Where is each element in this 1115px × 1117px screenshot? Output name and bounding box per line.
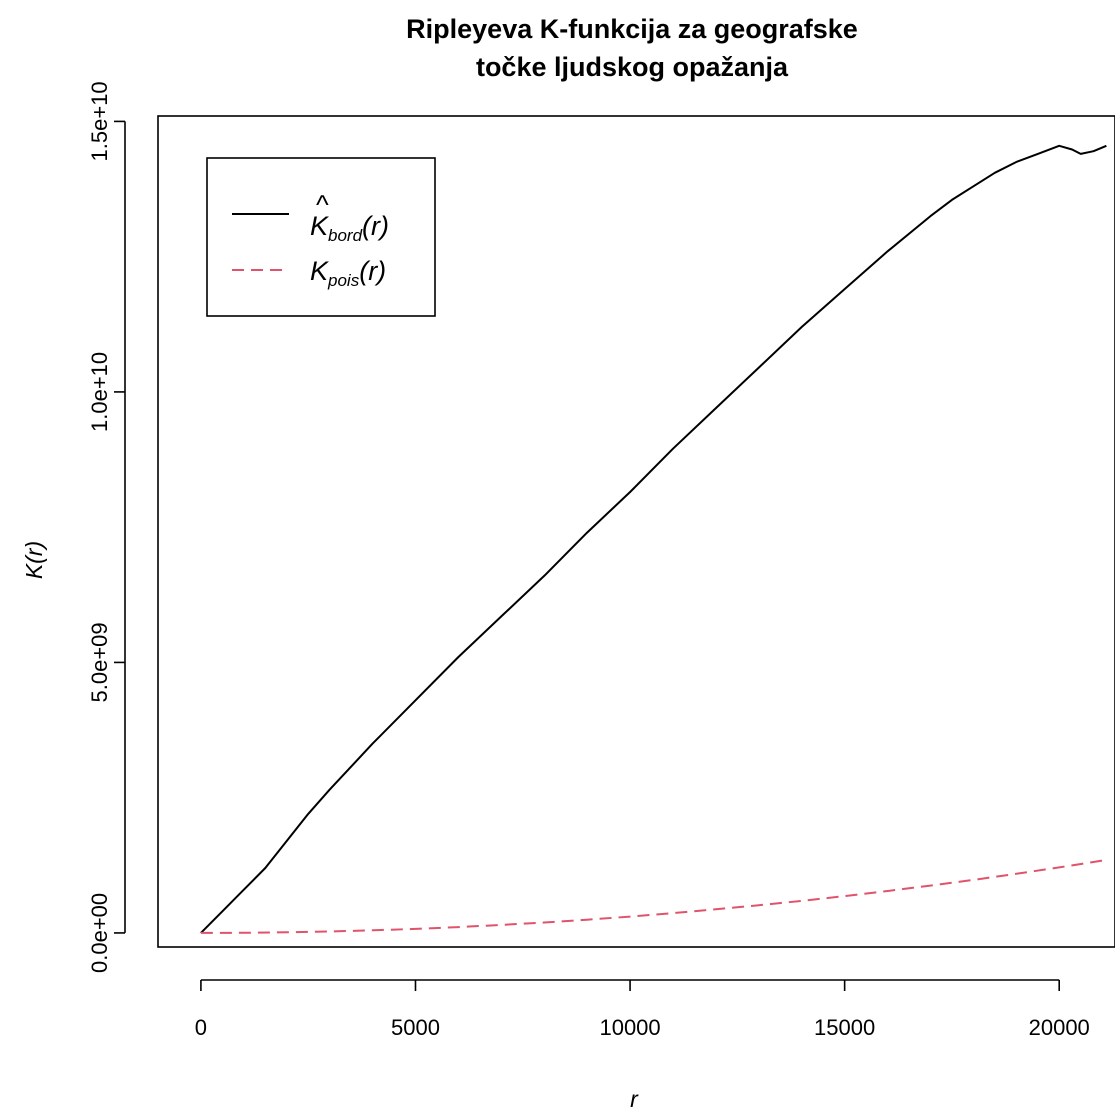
x-tick-label: 5000 [391,1015,440,1040]
legend: ^ Kbord(r) Kpois(r) [206,157,436,317]
chart-title-line-1: Ripleyeva K-funkcija za geografske [406,14,858,44]
y-axis: 0.0e+00 5.0e+09 1.0e+10 1.5e+10 [87,81,126,973]
x-tick-label: 20000 [1029,1015,1090,1040]
x-axis-label: r [630,1086,639,1112]
legend-sub-kbord: bord [328,226,363,245]
x-tick-label: 10000 [599,1015,660,1040]
series-layer [200,144,1107,934]
y-axis-label: K(r) [21,541,47,579]
series-line-0 [200,144,1107,934]
legend-box [206,157,436,317]
chart-title: Ripleyeva K-funkcija za geografske točke… [406,14,858,82]
legend-sub-kpois: pois [327,271,360,290]
x-tick-label: 15000 [814,1015,875,1040]
legend-main-kpois: K [310,256,329,286]
x-tick-label: 0 [195,1015,207,1040]
plot-frame [157,115,1115,948]
legend-label-kpois: Kpois(r) [310,256,386,290]
legend-hat-kbord: ^ [316,190,329,220]
series-line-1 [200,858,1107,934]
chart-title-line-2: točke ljudskog opažanja [476,52,789,82]
legend-label-kbord: Kbord(r) [310,211,389,245]
legend-main-kbord: K [310,211,329,241]
y-tick-label: 1.0e+10 [87,352,112,432]
y-tick-label: 5.0e+09 [87,622,112,702]
x-axis: 0 5000 10000 15000 20000 [195,979,1090,1040]
y-tick-label: 0.0e+00 [87,893,112,973]
y-tick-label: 1.5e+10 [87,81,112,161]
legend-arg-kbord: (r) [362,211,389,241]
legend-arg-kpois: (r) [359,256,386,286]
